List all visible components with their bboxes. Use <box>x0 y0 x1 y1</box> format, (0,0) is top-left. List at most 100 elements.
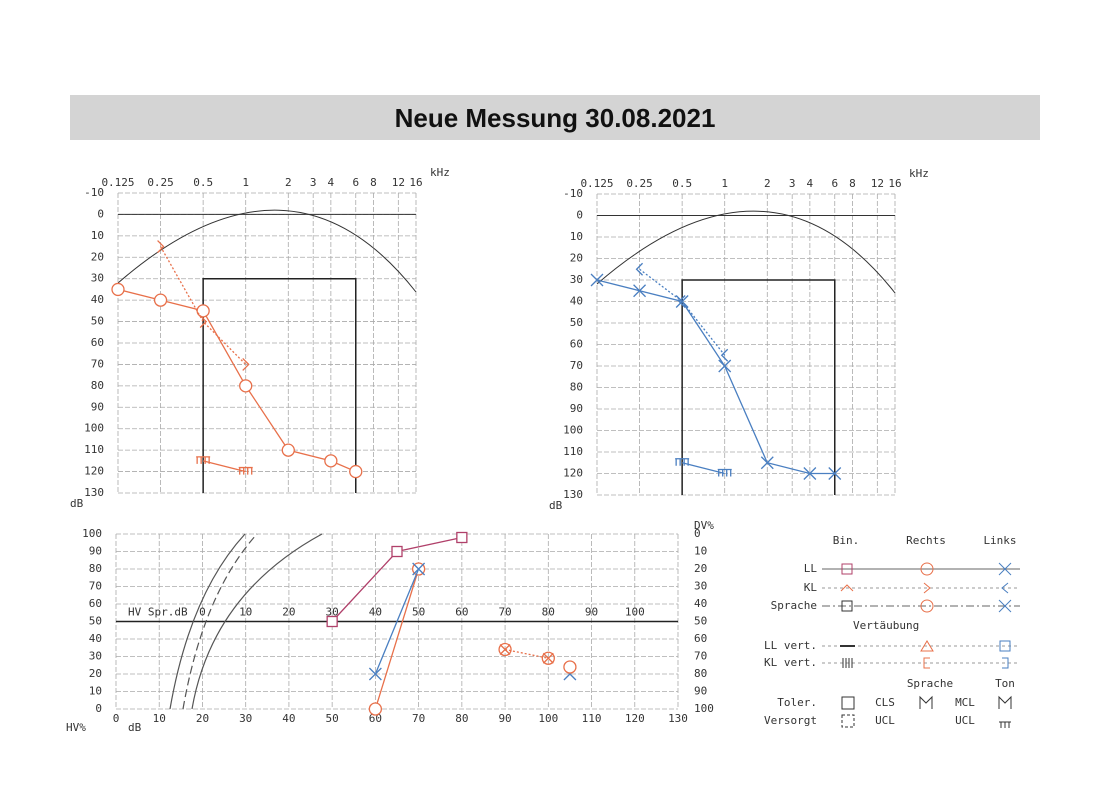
x-tick-label: 0.5 <box>193 176 213 189</box>
frame <box>681 279 836 495</box>
data-point-ring <box>541 651 555 665</box>
x-tick-label: 2 <box>285 176 292 189</box>
series-line <box>639 268 726 356</box>
series-line <box>374 568 420 675</box>
y-tick-label: 10 <box>570 230 583 243</box>
y-tick-label: 10 <box>89 685 102 698</box>
chart: 0.125 0.25 0.5 1 2 3 4 6 8 12 16-10010203040506070… <box>549 167 929 512</box>
legend-cell: UCL <box>955 714 975 727</box>
y2-tick-label: 40 <box>694 597 707 610</box>
data-point <box>456 531 468 544</box>
series-line <box>374 568 420 710</box>
y2-axis-label: DV% <box>694 519 714 532</box>
x-tick-label: 6 <box>352 176 359 189</box>
y-tick-label: 80 <box>91 379 104 392</box>
data-point <box>633 284 647 298</box>
data-point <box>349 464 363 479</box>
data-point <box>828 467 842 480</box>
legend-symbol <box>841 563 853 575</box>
y-tick-label: 80 <box>89 562 102 575</box>
y-tick-label: 100 <box>84 422 104 435</box>
data-point <box>541 651 555 665</box>
y2-tick-label: 60 <box>694 632 707 645</box>
legend-symbol <box>842 658 853 668</box>
y-tick-label: 60 <box>570 338 583 351</box>
y-tick-label: 80 <box>570 381 583 394</box>
x-tick-label: 4 <box>328 176 335 189</box>
x-tick-label: 3 <box>789 177 796 190</box>
x-tick-label: 50 <box>326 712 339 725</box>
x-tick-label: 0.5 <box>672 177 692 190</box>
data-point <box>678 295 686 308</box>
y-tick-label: 40 <box>91 293 104 306</box>
y-tick-label: 20 <box>89 667 102 680</box>
y2-tick-label: 70 <box>694 650 707 663</box>
data-point-ring <box>498 642 512 657</box>
y-tick-label: 10 <box>91 229 104 242</box>
y-tick-label: 90 <box>89 545 102 558</box>
x-tick-label: 1 <box>721 177 728 190</box>
data-point <box>635 262 644 276</box>
y-tick-label: 120 <box>563 467 583 480</box>
legend-symbol <box>841 696 855 710</box>
x-tick-label: 0 <box>113 712 120 725</box>
data-point <box>239 379 253 393</box>
data-point <box>803 467 817 480</box>
x-tick-label: 0.125 <box>580 177 613 190</box>
chart: 0 10 20 30 40 50 60 70 80 90 100 110 120 130010203040… <box>66 519 714 734</box>
y2-tick-label: 10 <box>694 545 707 558</box>
y-tick-label: 90 <box>570 402 583 415</box>
y-tick-label: 20 <box>91 250 104 263</box>
y2-tick-label: 80 <box>694 667 707 680</box>
reference-curve <box>117 209 417 293</box>
data-point <box>324 454 338 468</box>
legend-symbol <box>841 714 855 728</box>
x-tick-label: 30 <box>239 712 252 725</box>
y-tick-label: 50 <box>570 316 583 329</box>
data-point <box>242 357 250 371</box>
y2-tick-label: 0 <box>694 527 701 540</box>
legend-symbol <box>998 562 1012 576</box>
legend-symbol <box>919 695 933 709</box>
y-tick-label: 20 <box>570 252 583 265</box>
y-axis-label: HV% <box>66 721 86 734</box>
legend-row: Sprache <box>771 599 817 612</box>
x-axis-unit: kHz <box>430 166 450 179</box>
data-point <box>368 702 383 716</box>
x-tick-label: 12 <box>392 176 405 189</box>
y-tick-label: 100 <box>563 424 583 437</box>
x-tick-label: 1 <box>242 176 249 189</box>
y-tick-label: 110 <box>563 445 583 458</box>
x2-tick-label: 90 <box>585 606 598 619</box>
x-tick-label: 0.25 <box>147 176 174 189</box>
x-tick-label: 0.25 <box>626 177 653 190</box>
x2-tick-label: 80 <box>542 606 555 619</box>
x-tick-label: 90 <box>498 712 511 725</box>
y-tick-label: 130 <box>84 486 104 499</box>
reference-curve <box>191 533 323 710</box>
y-tick-label: 0 <box>576 209 583 222</box>
y-tick-label: 30 <box>570 273 583 286</box>
legend-row: KL vert. <box>764 656 817 669</box>
data-point <box>718 359 732 373</box>
data-point <box>196 456 211 464</box>
x2-tick-label: 30 <box>326 606 339 619</box>
x-tick-label: 0.125 <box>101 176 134 189</box>
y-tick-label: 60 <box>91 336 104 349</box>
series-line <box>202 460 246 473</box>
legend-symbol <box>840 584 854 592</box>
legend-row: Versorgt <box>764 714 817 727</box>
legend-symbol <box>999 640 1011 652</box>
legend-cell: UCL <box>875 714 895 727</box>
legend-symbol <box>920 640 934 652</box>
reference-curve <box>169 533 246 710</box>
y-tick-label: 50 <box>89 615 102 628</box>
legend-row: LL vert. <box>764 639 817 652</box>
x-tick-label: 3 <box>310 176 317 189</box>
page-title: Neue Messung 30.08.2021 <box>395 103 716 133</box>
reference-curve <box>596 210 896 294</box>
y-tick-label: 30 <box>91 272 104 285</box>
data-point <box>153 293 168 307</box>
legend-column: Sprache <box>907 677 953 690</box>
